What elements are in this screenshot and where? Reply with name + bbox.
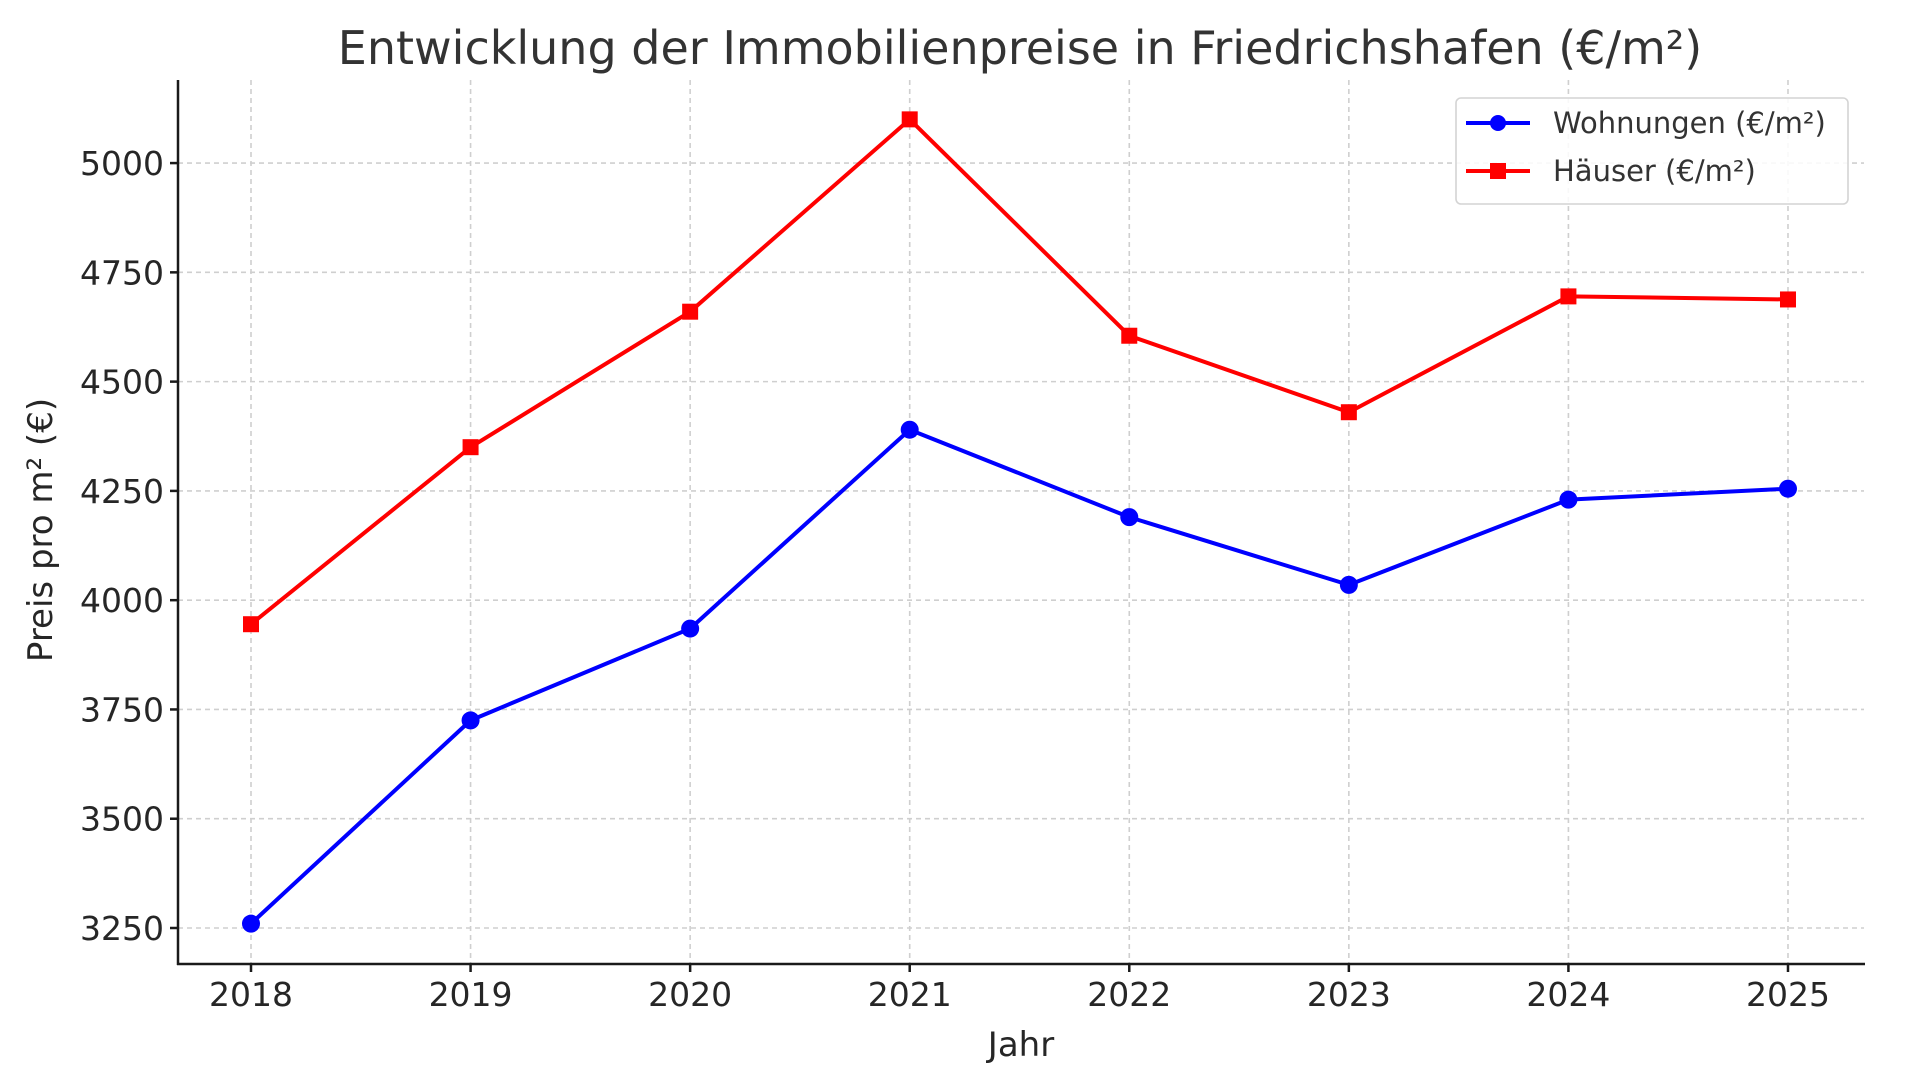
x-tick-label: 2022 bbox=[1087, 975, 1171, 1014]
square-marker-icon bbox=[901, 111, 918, 128]
circle-marker-icon bbox=[900, 420, 919, 439]
circle-marker-icon bbox=[242, 914, 260, 933]
legend-circle-marker-icon bbox=[1490, 115, 1506, 131]
square-marker-icon bbox=[1779, 291, 1796, 308]
square-marker-icon bbox=[243, 616, 259, 633]
y-tick-label: 3500 bbox=[80, 800, 164, 839]
x-axis-ticks: 2018 2019 2020 2021 2022 2023 2024 2025 bbox=[209, 964, 1830, 1014]
circle-marker-icon bbox=[1778, 479, 1797, 498]
square-marker-icon bbox=[682, 303, 699, 320]
legend-label: Wohnungen (€/m²) bbox=[1553, 106, 1826, 140]
x-tick-label: 2020 bbox=[648, 975, 732, 1014]
circle-marker-icon bbox=[1339, 575, 1358, 594]
x-tick-label: 2018 bbox=[209, 975, 293, 1014]
axes bbox=[176, 80, 1865, 966]
y-tick-label: 4000 bbox=[80, 581, 164, 620]
square-marker-icon bbox=[1340, 404, 1357, 421]
legend-label: Häuser (€/m²) bbox=[1553, 154, 1756, 188]
chart-title: Entwicklung der Immobilienpreise in Frie… bbox=[338, 21, 1702, 75]
series-line bbox=[249, 427, 1789, 926]
y-tick-label: 3250 bbox=[80, 909, 164, 948]
legend-square-marker-icon bbox=[1490, 163, 1506, 179]
square-marker-icon bbox=[1121, 327, 1138, 344]
y-axis-label: Preis pro m² (€) bbox=[21, 398, 61, 662]
grid-lines bbox=[178, 80, 1864, 964]
x-axis-label: Jahr bbox=[986, 1025, 1054, 1065]
legend-item-wohnungen: Wohnungen (€/m²) bbox=[1466, 106, 1826, 140]
legend-item-haeuser: Häuser (€/m²) bbox=[1466, 154, 1756, 188]
y-tick-label: 4500 bbox=[80, 363, 164, 402]
y-axis-ticks: 3250 3500 3750 4000 4250 4500 4750 5000 bbox=[80, 144, 178, 948]
series-wohnungen bbox=[242, 420, 1797, 933]
circle-marker-icon bbox=[681, 619, 700, 638]
y-tick-label: 3750 bbox=[80, 690, 164, 729]
x-tick-label: 2019 bbox=[429, 975, 513, 1014]
series-haeuser bbox=[243, 111, 1796, 633]
legend-frame bbox=[1455, 97, 1849, 205]
circle-marker-icon bbox=[1559, 490, 1578, 509]
legend: Wohnungen (€/m²) Häuser (€/m²) bbox=[1455, 97, 1849, 205]
circle-marker-icon bbox=[1120, 508, 1139, 527]
x-tick-label: 2023 bbox=[1307, 975, 1391, 1014]
y-tick-label: 5000 bbox=[80, 144, 164, 183]
y-tick-label: 4250 bbox=[80, 472, 164, 511]
square-marker-icon bbox=[462, 439, 479, 456]
y-tick-label: 4750 bbox=[80, 253, 164, 292]
square-marker-icon bbox=[1560, 288, 1577, 305]
x-tick-label: 2024 bbox=[1526, 975, 1610, 1014]
x-tick-label: 2025 bbox=[1746, 975, 1830, 1014]
circle-marker-icon bbox=[461, 711, 480, 730]
x-tick-label: 2021 bbox=[868, 975, 952, 1014]
data-series bbox=[242, 111, 1797, 933]
series-line bbox=[249, 117, 1789, 626]
